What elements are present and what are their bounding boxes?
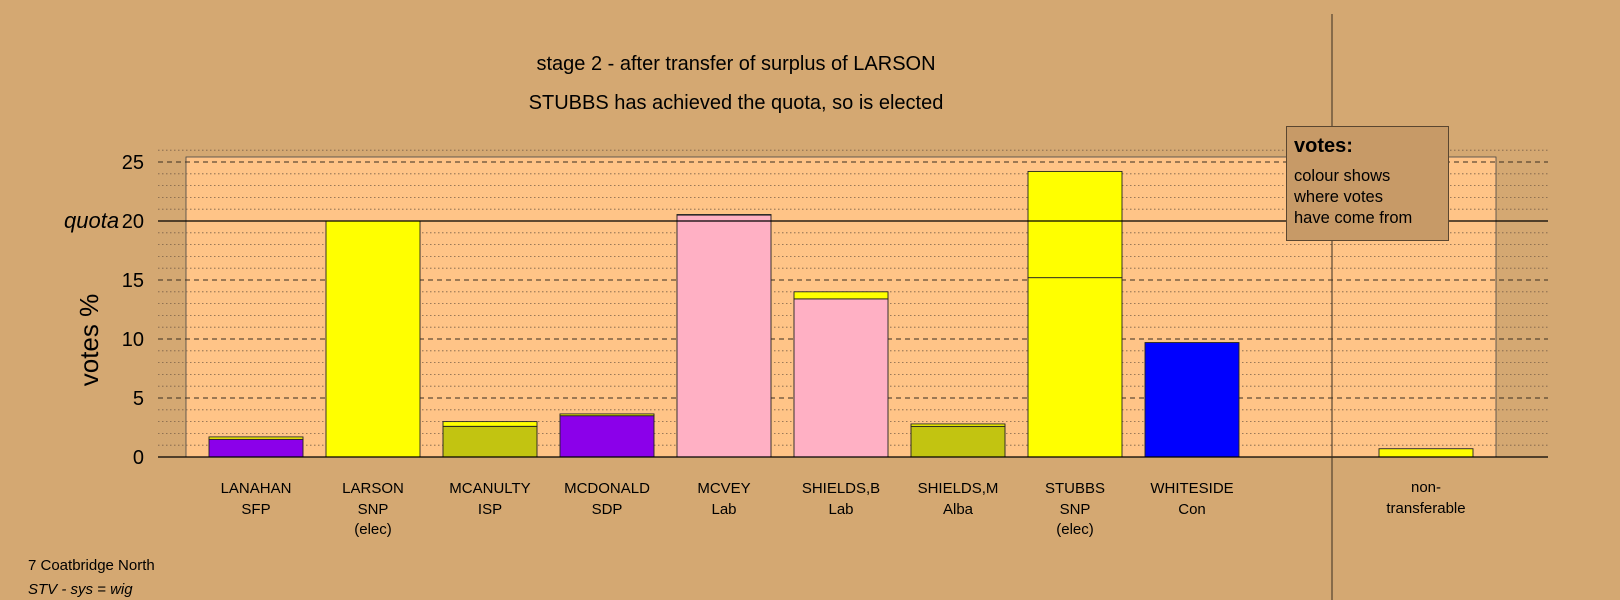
- chart-title: stage 2 - after transfer of surplus of L…: [536, 53, 936, 75]
- candidate-name: SHIELDS,B: [802, 480, 880, 497]
- candidate-party: Lab: [711, 501, 736, 518]
- bar-segment: [325, 220, 421, 458]
- legend-title: votes:: [1294, 135, 1353, 157]
- candidate-name: LANAHAN: [221, 480, 292, 497]
- legend-line: where votes: [1294, 188, 1383, 206]
- y-tick-label: 25: [122, 152, 144, 174]
- bar-segment: [442, 425, 538, 458]
- bar-segment: [1144, 342, 1240, 458]
- bar-segment: [559, 413, 655, 417]
- y-axis-label: votes %: [74, 294, 104, 387]
- y-tick-label: 20: [122, 211, 144, 233]
- non-transferable-label: non-: [1411, 479, 1441, 496]
- bar-segment: [910, 423, 1006, 427]
- bar-segment: [676, 214, 772, 458]
- candidate-name: MCVEY: [697, 480, 750, 497]
- votes-legend: votes: colour shows where votes have com…: [1286, 126, 1449, 241]
- candidate-party: SDP: [592, 501, 623, 518]
- y-tick-label: 5: [133, 388, 144, 410]
- non-transferable-label: transferable: [1386, 500, 1465, 517]
- candidate-party: SNP: [358, 501, 389, 518]
- bar-segment: [793, 298, 889, 458]
- system-label: STV - sys = wig: [28, 581, 133, 598]
- bar-segment: [1027, 277, 1123, 458]
- candidate-party: ISP: [478, 501, 502, 518]
- y-tick-label: 10: [122, 329, 144, 351]
- chart-subtitle: STUBBS has achieved the quota, so is ele…: [528, 92, 944, 114]
- bar-segment: [442, 421, 538, 427]
- candidate-party: Con: [1178, 501, 1206, 518]
- candidate-status: (elec): [354, 521, 392, 538]
- bar-segment: [793, 291, 889, 300]
- candidate-name: SHIELDS,M: [918, 480, 999, 497]
- candidate-name: STUBBS: [1045, 480, 1105, 497]
- legend-line: colour shows: [1294, 167, 1391, 185]
- candidate-party: SNP: [1060, 501, 1091, 518]
- bar-segment: [559, 415, 655, 458]
- legend-line: have come from: [1294, 209, 1413, 227]
- candidate-party: Lab: [828, 501, 853, 518]
- bar-segment: [1027, 170, 1123, 279]
- candidate-name: MCANULTY: [449, 480, 530, 497]
- candidate-party: Alba: [943, 501, 974, 518]
- candidate-name: WHITESIDE: [1150, 480, 1233, 497]
- y-tick-label: 15: [122, 270, 144, 292]
- candidate-status: (elec): [1056, 521, 1094, 538]
- bar-segment: [910, 425, 1006, 458]
- candidate-party: SFP: [241, 501, 270, 518]
- right-margin: [1496, 157, 1548, 457]
- bar-segment: [676, 214, 772, 216]
- candidate-name: MCDONALD: [564, 480, 650, 497]
- y-tick-label: 0: [133, 447, 144, 469]
- candidate-name: LARSON: [342, 480, 404, 497]
- non-transferable-bar: [1378, 448, 1474, 458]
- bar-segment: [208, 438, 304, 458]
- legend-text: colour shows where votes have come from: [1294, 166, 1441, 229]
- quota-label: quota: [64, 208, 119, 233]
- ward-label: 7 Coatbridge North: [28, 557, 155, 574]
- bar-segment: [208, 436, 304, 440]
